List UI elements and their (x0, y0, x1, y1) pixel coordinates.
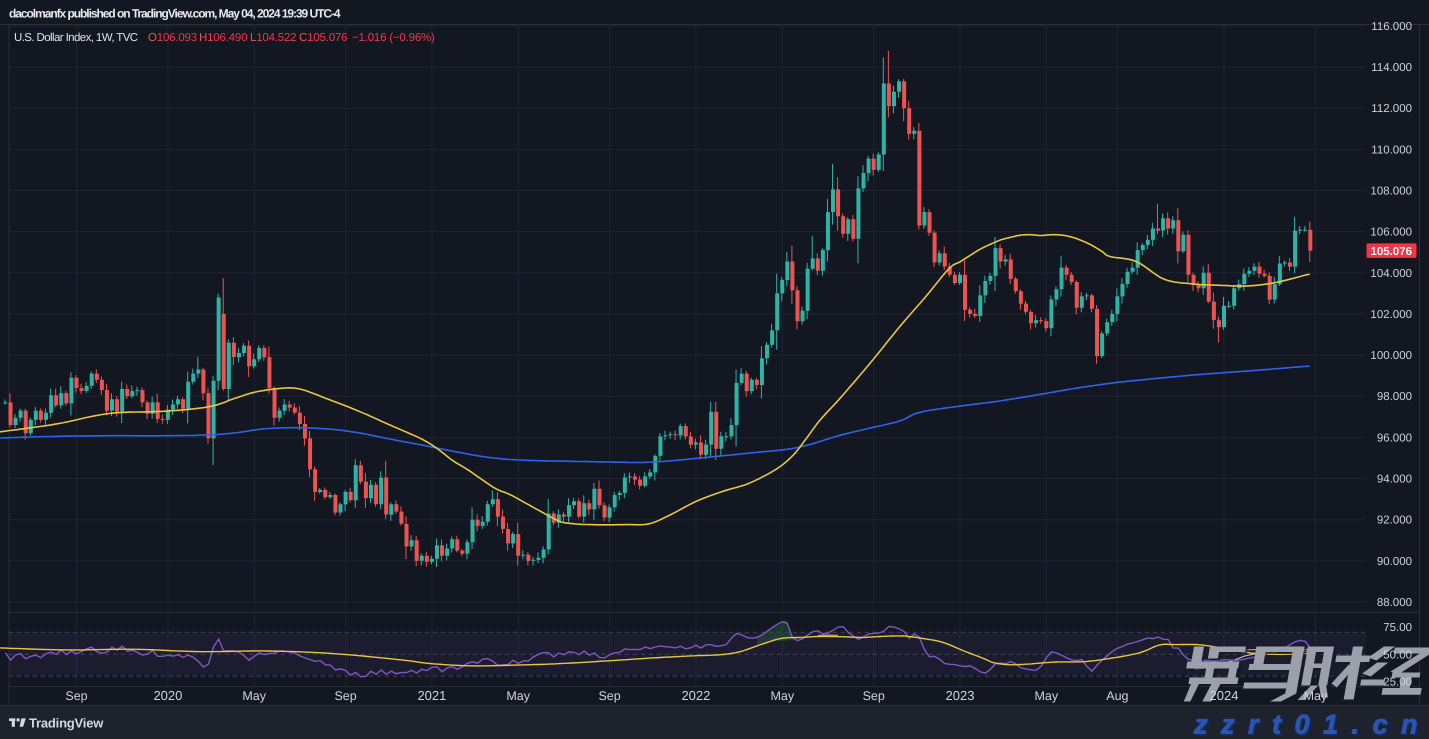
svg-text:Sep: Sep (598, 689, 620, 703)
svg-text:110.000: 110.000 (1371, 144, 1412, 156)
svg-text:90.000: 90.000 (1377, 556, 1412, 568)
svg-text:2022: 2022 (681, 688, 710, 703)
svg-text:C105.076: C105.076 (299, 32, 347, 44)
svg-text:2023: 2023 (946, 688, 975, 703)
svg-text:98.000: 98.000 (1377, 391, 1412, 403)
svg-text:May: May (1304, 689, 1328, 703)
svg-text:100.000: 100.000 (1370, 350, 1412, 362)
svg-text:112.000: 112.000 (1371, 103, 1412, 115)
svg-text:May: May (506, 689, 530, 703)
svg-text:2024: 2024 (1210, 688, 1239, 703)
svg-text:104.000: 104.000 (1370, 268, 1412, 280)
svg-text:2020: 2020 (153, 688, 182, 703)
svg-text:Aug: Aug (1106, 689, 1128, 703)
svg-text:94.000: 94.000 (1377, 474, 1412, 486)
svg-text:25.00: 25.00 (1383, 677, 1412, 689)
svg-text:50.00: 50.00 (1383, 649, 1412, 661)
svg-text:May: May (1034, 689, 1058, 703)
svg-text:114.000: 114.000 (1371, 62, 1412, 74)
svg-text:105.076: 105.076 (1370, 246, 1412, 258)
svg-text:88.000: 88.000 (1377, 597, 1412, 609)
svg-text:102.000: 102.000 (1370, 309, 1412, 321)
svg-text:May: May (770, 689, 794, 703)
svg-text:75.00: 75.00 (1383, 622, 1412, 634)
svg-text:zzrt01.cn: zzrt01.cn (1193, 710, 1429, 739)
svg-text:zzrt01.cn: zzrt01.cn (1195, 711, 1429, 739)
svg-text:96.000: 96.000 (1377, 432, 1412, 444)
svg-text:108.000: 108.000 (1370, 186, 1412, 198)
svg-text:−1.016 (−0.96%): −1.016 (−0.96%) (352, 32, 435, 44)
svg-text:O106.093: O106.093 (148, 32, 197, 44)
svg-text:2021: 2021 (417, 688, 446, 703)
svg-text:U.S. Dollar Index, 1W, TVC: U.S. Dollar Index, 1W, TVC (14, 32, 138, 44)
svg-text:92.000: 92.000 (1377, 515, 1412, 527)
svg-text:Sep: Sep (334, 689, 356, 703)
svg-text:H106.490: H106.490 (199, 32, 247, 44)
svg-text:dacolmanfx published on Tradin: dacolmanfx published on TradingView.com,… (9, 7, 341, 21)
svg-text:May: May (242, 689, 266, 703)
svg-text:Sep: Sep (863, 689, 885, 703)
svg-text:Sep: Sep (65, 689, 87, 703)
svg-text:116.000: 116.000 (1371, 21, 1412, 33)
svg-text:TradingView: TradingView (29, 716, 104, 731)
svg-text:106.000: 106.000 (1370, 227, 1412, 239)
svg-text:L104.522: L104.522 (250, 32, 296, 44)
